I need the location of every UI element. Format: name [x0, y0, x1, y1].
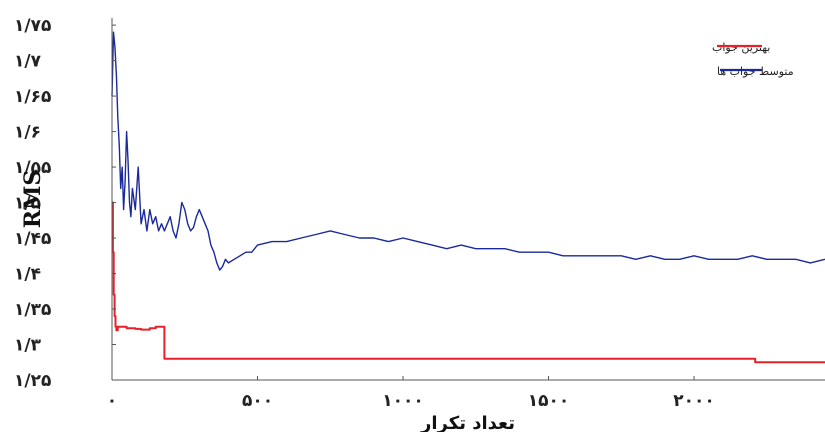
y-tick-label: ۱/۴: [14, 265, 41, 285]
x-tick-label: ۱۰۰۰: [382, 391, 424, 411]
y-tick-label: ۱/۵: [14, 194, 41, 214]
x-tick-label: ۱۵۰۰: [528, 391, 570, 411]
y-tick-label: ۱/۷: [14, 52, 42, 72]
x-axis-label: تعداد تکرار: [420, 413, 515, 432]
y-tick-label: ۱/۵۵: [14, 158, 51, 178]
y-tick-label: ۱/۳: [14, 336, 42, 356]
y-tick-layer: ۱/۲۵ ۱/۳ ۱/۳۵ ۱/۴ ۱/۴۵ ۱/۵ ۱/۵۵ ۱/۶ ۱/۶۵ ۱/۷ ۱/۷۵: [14, 16, 116, 391]
series-line-best-solution: [111, 201, 825, 364]
y-axis-label: RMS: [20, 170, 46, 229]
x-tick-label: ۵۰۰: [242, 391, 273, 411]
plot-area: [112, 18, 825, 380]
x-tick-label: ۲۰۰۰: [673, 391, 715, 411]
legend: بهترین جواب متوسط جواب ها: [712, 41, 794, 78]
series-layer: [111, 31, 825, 364]
series-line-average-solution: [111, 31, 825, 271]
x-tick-layer: ۰ ۵۰۰ ۱۰۰۰ ۱۵۰۰ ۲۰۰۰: [107, 376, 715, 411]
y-tick-label: ۱/۳۵: [14, 300, 51, 320]
legend-label-best: بهترین جواب: [712, 41, 770, 54]
y-tick-label: ۱/۶: [14, 123, 41, 143]
y-tick-label: ۱/۶۵: [14, 87, 51, 107]
y-tick-label: ۱/۴۵: [14, 229, 51, 249]
y-tick-label: ۱/۲۵: [14, 371, 51, 391]
x-tick-label: ۰: [107, 391, 117, 411]
legend-label-average: متوسط جواب ها: [717, 65, 794, 78]
y-tick-label: ۱/۷۵: [14, 16, 51, 36]
